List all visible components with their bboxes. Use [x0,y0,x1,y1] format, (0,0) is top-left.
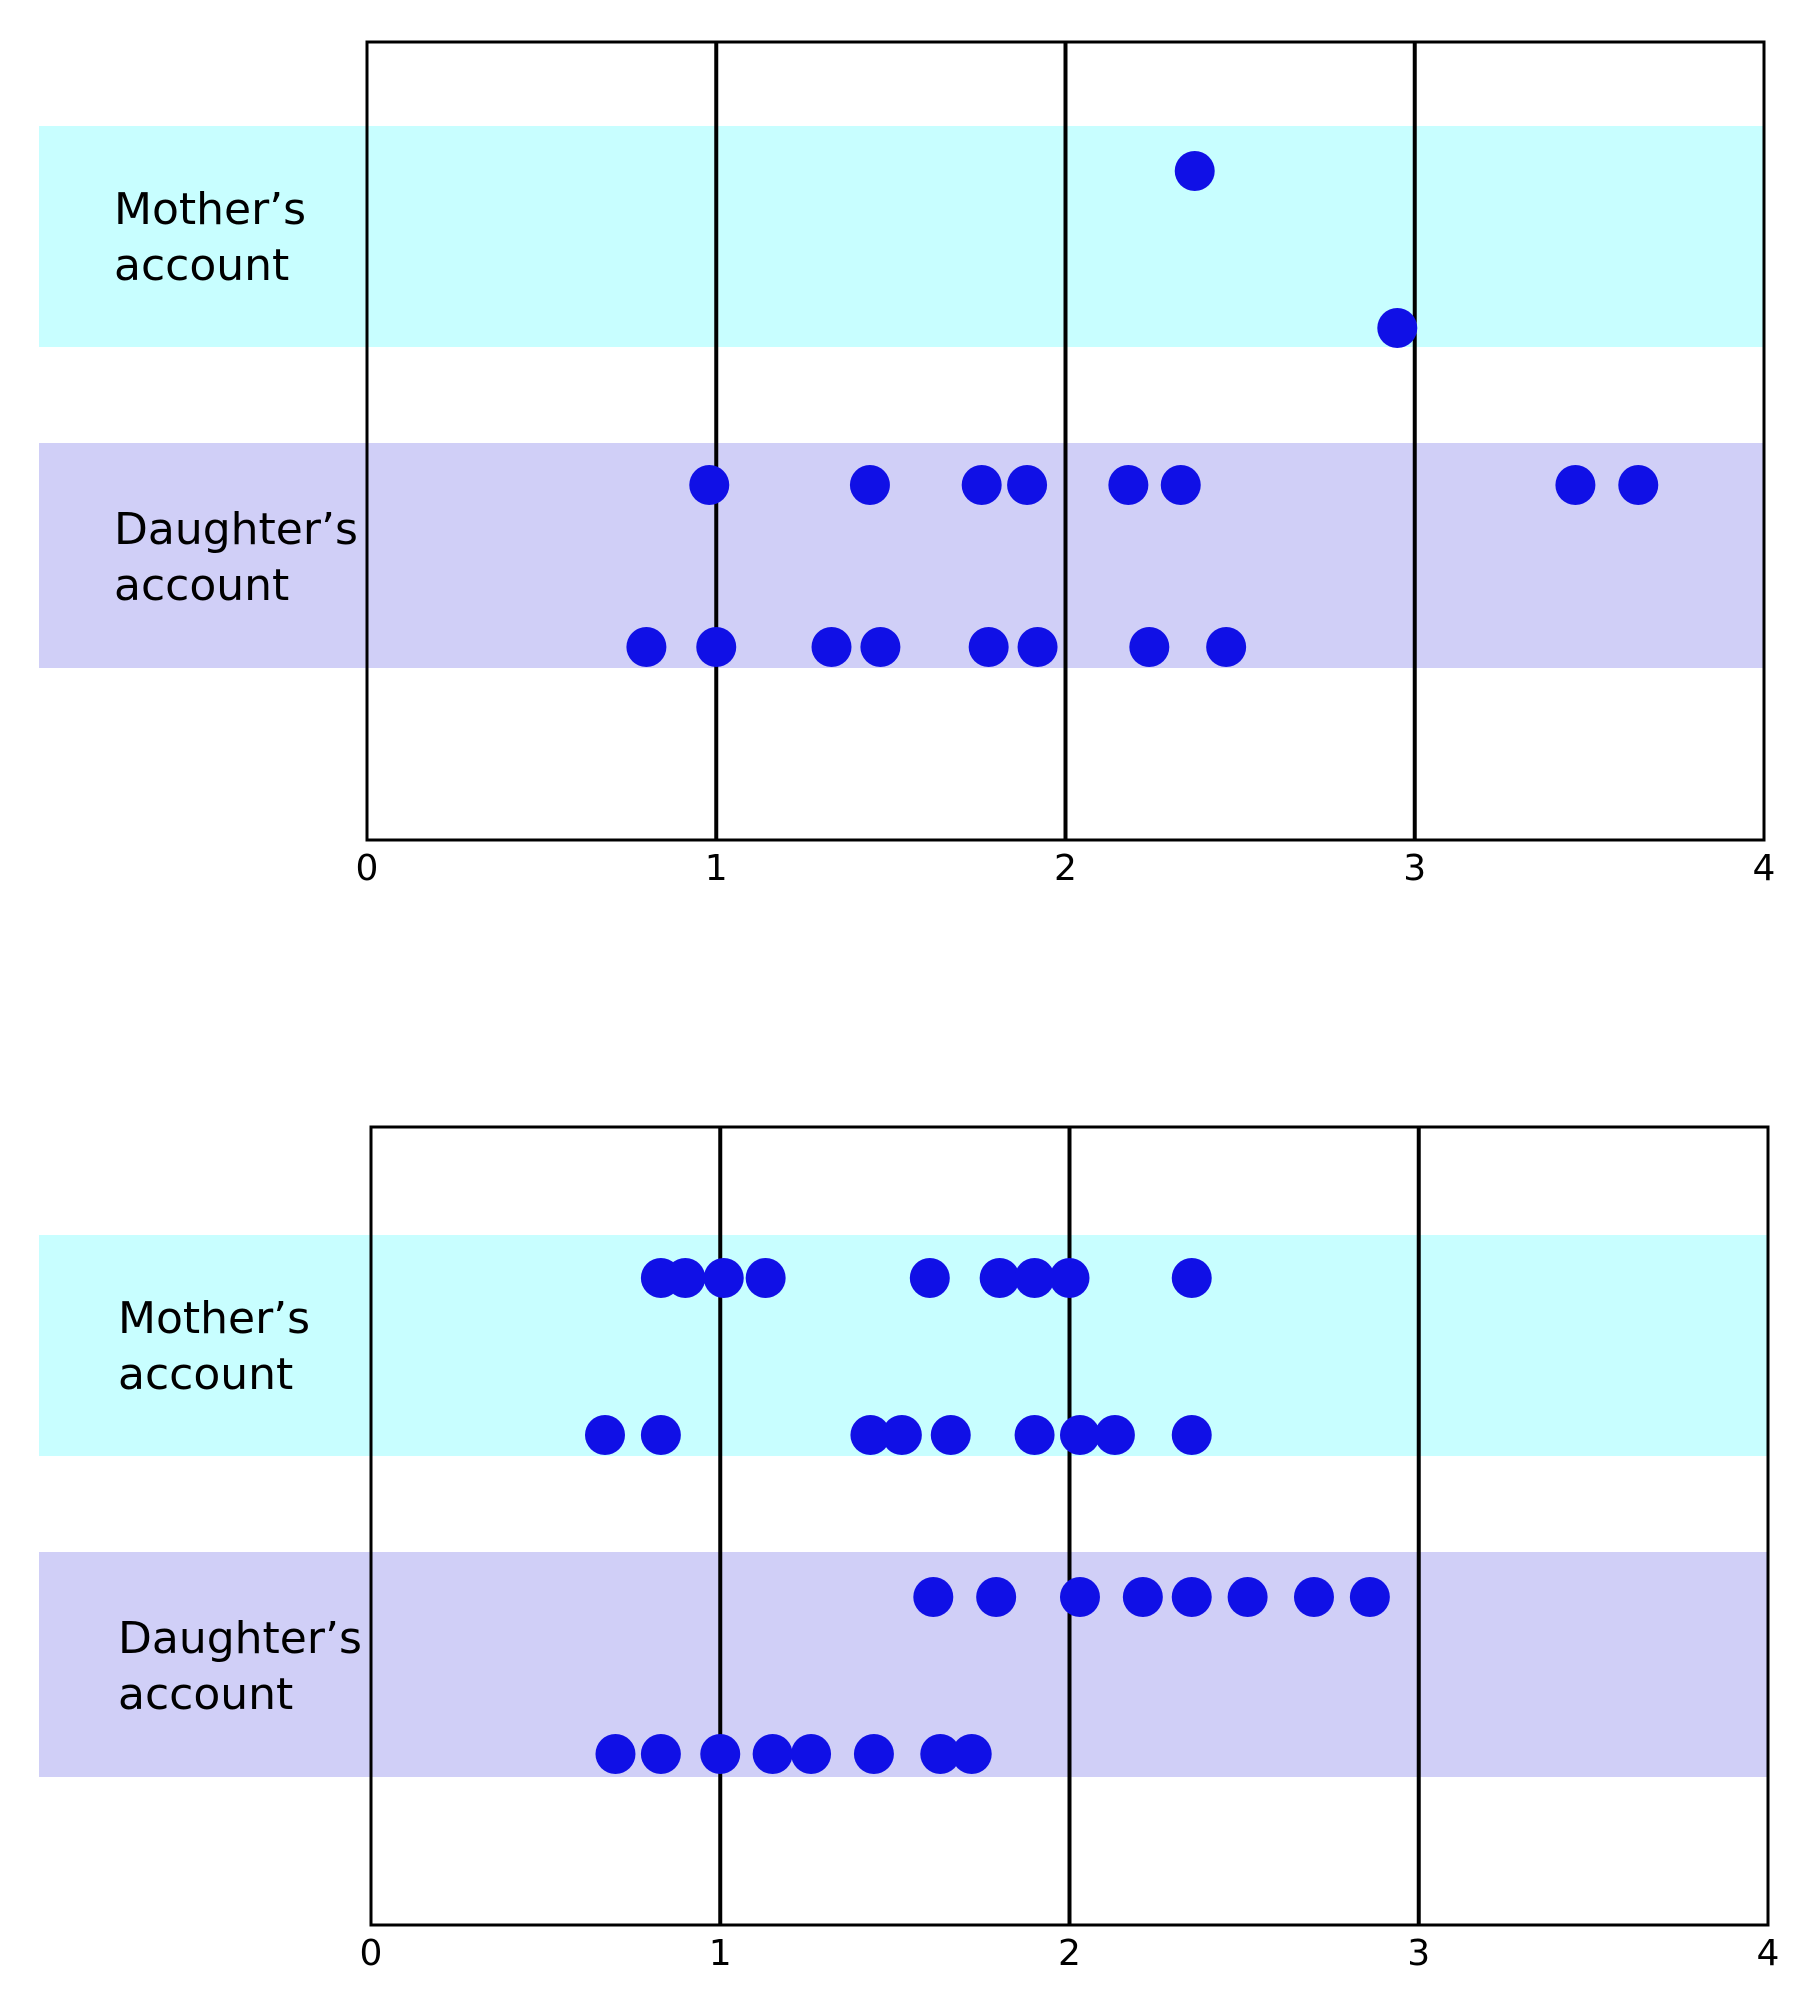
data-point [979,1258,1020,1298]
data-point [968,627,1009,667]
x-tick-label: 4 [1757,1933,1780,1974]
x-tick-label: 2 [1058,1933,1081,1974]
data-point [1014,1258,1055,1298]
band-daughters-account [39,443,1764,668]
data-point [881,1415,922,1455]
data-point [1049,1258,1090,1298]
x-tick-label: 3 [1407,1933,1430,1974]
data-point [745,1258,786,1298]
data-point [584,1415,625,1455]
data-point [1349,1577,1390,1617]
data-point [1129,627,1170,667]
data-point [752,1734,793,1774]
data-point [689,465,730,505]
x-tick-label: 1 [705,848,728,889]
data-point [853,1734,894,1774]
data-point [1108,465,1149,505]
data-point [1206,627,1247,667]
data-point [811,627,852,667]
band-daughters-account [39,1552,1768,1777]
data-point [1014,1415,1055,1455]
data-point [976,1577,1017,1617]
data-point [961,465,1002,505]
data-point [703,1258,744,1298]
band-label-line1: Daughter’s [114,504,358,555]
data-point [1059,1415,1100,1455]
data-point [665,1258,706,1298]
data-point [1017,627,1058,667]
band-label-line1: Mother’s [118,1293,310,1344]
data-point [1618,465,1659,505]
data-point [1160,465,1201,505]
data-point [1007,465,1048,505]
data-point [1122,1577,1163,1617]
data-point [920,1734,961,1774]
data-point [595,1734,636,1774]
x-tick-label: 0 [356,848,379,889]
data-point [930,1415,971,1455]
data-point [849,465,890,505]
data-point [626,627,667,667]
data-point [1171,1258,1212,1298]
x-tick-label: 2 [1054,848,1077,889]
data-point [640,1415,681,1455]
band-label-line2: account [118,1349,293,1400]
band-mothers-account [39,126,1764,347]
x-tick-label: 4 [1753,848,1776,889]
band-label-line1: Daughter’s [118,1613,362,1664]
band-label-line2: account [114,240,289,291]
data-point [951,1734,992,1774]
data-point [640,1734,681,1774]
data-point [909,1258,950,1298]
data-point [1171,1415,1212,1455]
data-point [1094,1415,1135,1455]
data-point [850,1415,891,1455]
data-point [913,1577,954,1617]
data-point [1174,151,1215,191]
band-label-line2: account [114,560,289,611]
data-point [1059,1577,1100,1617]
x-tick-label: 0 [360,1933,383,1974]
data-point [700,1734,741,1774]
data-point [696,627,737,667]
data-point [1171,1577,1212,1617]
data-point [1377,308,1418,348]
band-label-line1: Mother’s [114,184,306,235]
data-point [791,1734,832,1774]
data-point [860,627,901,667]
band-label-line2: account [118,1669,293,1720]
data-point [1555,465,1596,505]
x-tick-label: 3 [1403,848,1426,889]
data-point [1293,1577,1334,1617]
data-point [1227,1577,1268,1617]
x-tick-label: 1 [709,1933,732,1974]
